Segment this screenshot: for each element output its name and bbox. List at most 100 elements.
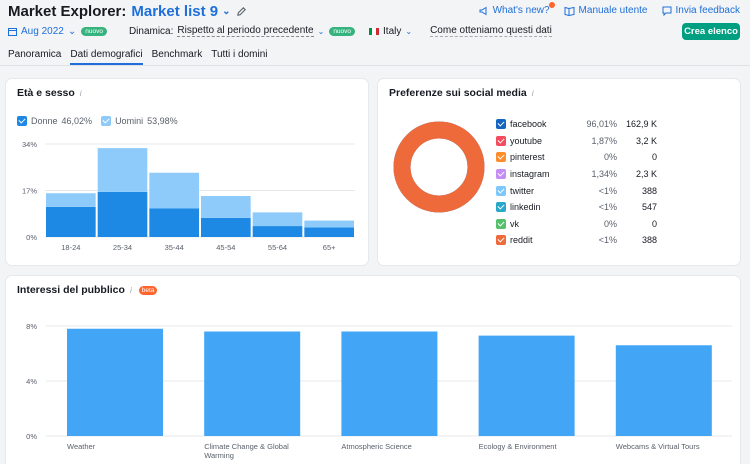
card-title: Interessi del pubblico i beta [17,284,158,296]
bar-segment[interactable] [304,227,354,237]
checkbox-icon[interactable] [496,169,506,180]
tab-all-domains[interactable]: Tutti i domini [211,49,268,60]
info-icon[interactable]: i [531,88,534,98]
checkbox-icon[interactable] [17,116,27,126]
checkbox-icon[interactable] [496,152,506,163]
create-list-button[interactable]: Crea elenco [682,23,740,40]
bar-segment[interactable] [46,193,96,207]
social-count: 547 [641,202,657,213]
bar-segment[interactable] [252,212,303,227]
legend-women[interactable]: Donne 46,02% [17,116,92,126]
book-icon [564,6,575,16]
checkbox-icon[interactable] [496,202,506,213]
x-tick-label: Ecology & Environment [479,442,558,451]
checkbox-icon[interactable] [496,119,506,130]
manual-link[interactable]: Manuale utente [564,5,648,16]
chevron-down-icon: ⌄ [67,25,77,37]
date-label: Aug 2022 [21,25,64,37]
data-source-link[interactable]: Come otteniamo questi dati [430,25,552,37]
x-tick-label: Climate Change & Global Warming [204,442,289,460]
chevron-down-icon[interactable]: ⌄ [222,6,231,17]
calendar-icon [8,27,17,36]
age-sex-card: Età e sesso i Donne 46,02% Uomini 53,98%… [6,79,368,265]
social-percent: <1% [598,235,617,246]
x-tick-label: 55-64 [268,243,287,252]
social-row-reddit[interactable]: reddit <1% 388 [496,232,657,249]
divider [0,65,750,66]
y-tick-label: 4% [26,377,37,386]
age-sex-title: Età e sesso [17,87,75,99]
legend-value: 46,02% [61,116,93,126]
date-selector[interactable]: Aug 2022 ⌄ [8,26,76,37]
bar[interactable] [67,328,163,436]
social-percent: 1,87% [591,135,617,146]
y-tick-label: 8% [26,322,37,331]
bar[interactable] [478,335,575,436]
social-row-vk[interactable]: vk 0% 0 [496,216,657,233]
social-percent: 0% [603,218,617,229]
bar-segment[interactable] [252,226,303,237]
y-tick-label: 34% [22,140,37,149]
checkbox-icon[interactable] [101,116,112,126]
social-count: 3,2 K [635,135,657,146]
social-count: 2,3 K [635,169,657,180]
filter-row: Aug 2022 ⌄ nuovo Dinamica: Rispetto al p… [8,25,552,37]
beta-badge: beta [138,285,158,295]
age-sex-chart: 0% 17% 34% 18-24 25-34 35-44 45-54 55-64 65+ [22,140,355,252]
bar-segment[interactable] [97,148,148,192]
checkbox-icon[interactable] [496,218,506,229]
bar-segment[interactable] [201,217,251,237]
chevron-down-icon[interactable]: ⌄ [405,26,413,36]
bar-segment[interactable] [304,220,354,228]
info-icon[interactable]: i [79,88,82,98]
social-percent: 96,01% [586,119,617,130]
x-tick-label: 65+ [323,243,336,252]
bar-segment[interactable] [46,206,96,237]
feedback-link[interactable]: Invia feedback [662,5,740,16]
checkbox-icon[interactable] [496,185,506,196]
social-table: facebook 96,01% 162,9 K youtube 1,87% 3,2 K pi… [496,116,657,249]
bar[interactable] [341,331,438,437]
social-row-twitter[interactable]: twitter <1% 388 [496,182,657,199]
x-tick-label: 45-54 [216,243,235,252]
social-row-instagram[interactable]: instagram 1,34% 2,3 K [496,166,657,183]
social-count: 0 [651,218,657,229]
whats-new-label: What's new? [492,5,550,16]
chevron-down-icon[interactable]: ⌄ [317,26,325,36]
checkbox-icon[interactable] [496,135,506,146]
edit-pencil-icon[interactable] [236,6,247,17]
legend-men[interactable]: Uomini 53,98% [101,116,178,126]
x-tick-label: 35-44 [165,243,184,252]
tab-bar: Panoramica Dati demografici Benchmark Tu… [8,49,268,65]
bar-segment[interactable] [149,208,199,237]
tab-overview[interactable]: Panoramica [8,49,62,60]
bar-segment[interactable] [97,191,148,237]
bar[interactable] [204,331,301,437]
y-tick-label: 17% [22,187,37,196]
bar[interactable] [615,345,712,436]
tab-demographics[interactable]: Dati demografici [70,49,143,65]
donut-slice-reddit[interactable] [393,121,485,213]
info-icon[interactable]: i [129,285,132,295]
legend-value: 53,98% [147,116,178,126]
card-title: Età e sesso i [17,87,82,99]
social-percent: 1,34% [591,169,617,180]
social-percent: <1% [598,202,617,213]
tab-benchmark[interactable]: Benchmark [151,49,203,60]
checkbox-icon[interactable] [496,235,506,246]
social-row-youtube[interactable]: youtube 1,87% 3,2 K [496,133,657,150]
dynamics-dropdown[interactable]: Rispetto al periodo precedente [177,25,314,37]
bar-segment[interactable] [201,195,251,218]
manual-label: Manuale utente [578,5,648,16]
country-dropdown[interactable]: Italy [383,25,402,37]
social-row-pinterest[interactable]: pinterest 0% 0 [496,149,657,166]
bar-segment[interactable] [149,172,199,209]
interests-card: Interessi del pubblico i beta 0% 4% 8% Weat… [6,276,740,464]
social-name: reddit [510,235,533,246]
whats-new-link[interactable]: What's new? [479,2,555,16]
social-row-linkedin[interactable]: linkedin <1% 547 [496,199,657,216]
page-title: Market Explorer: Market list 9 ⌄ [8,3,247,20]
interests-title: Interessi del pubblico [17,284,125,296]
list-name-dropdown[interactable]: Market list 9 [131,3,219,20]
social-row-facebook[interactable]: facebook 96,01% 162,9 K [496,116,657,133]
